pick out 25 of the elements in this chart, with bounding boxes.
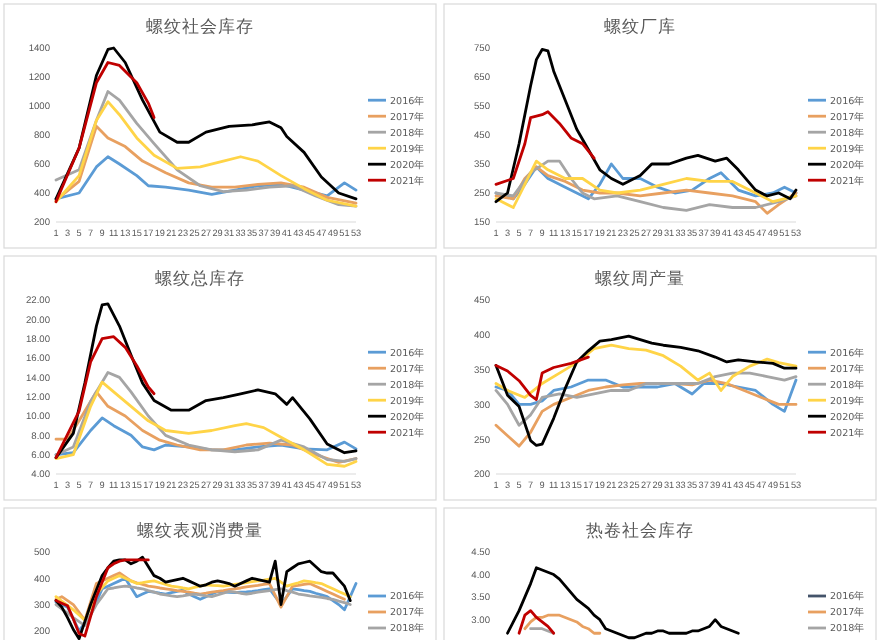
line-series (54, 558, 150, 638)
chart-title: 热卷社会库存 (586, 520, 694, 542)
chart-title: 螺纹周产量 (595, 268, 685, 290)
line-series (523, 613, 602, 635)
line-series (54, 576, 358, 633)
line-series (54, 302, 358, 459)
line-series (54, 61, 156, 204)
line-series (494, 334, 798, 447)
line-series (54, 584, 352, 627)
line-series (517, 609, 556, 635)
chart-title: 螺纹表观消费量 (137, 520, 263, 542)
line-series (494, 48, 798, 204)
chart-title: 螺纹社会库存 (146, 16, 254, 38)
line-series (54, 335, 156, 459)
chart-title: 螺纹厂库 (604, 16, 676, 38)
line-series (494, 162, 798, 201)
line-series (494, 110, 596, 186)
line-series (54, 46, 358, 201)
line-series (494, 343, 798, 399)
line-series (494, 371, 798, 427)
line-series (494, 355, 590, 401)
chart-title: 螺纹总库存 (155, 268, 245, 290)
line-series (54, 555, 352, 640)
line-series (506, 566, 740, 640)
line-series (494, 378, 798, 413)
